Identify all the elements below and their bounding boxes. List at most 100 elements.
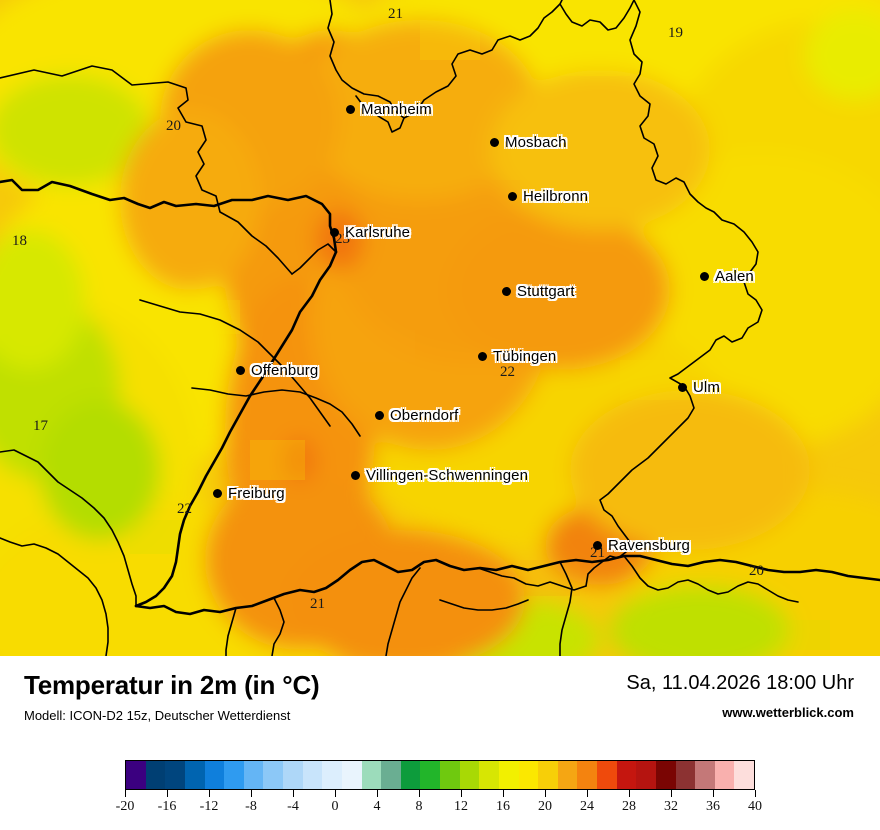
city-label: Tübingen bbox=[493, 348, 557, 365]
city-marker[interactable]: Mosbach bbox=[490, 134, 567, 151]
city-dot-icon bbox=[236, 366, 245, 375]
colorbar: -20 -16 -12 -8 -4 0 4 8 12 16 20 24 28 32 36 40 bbox=[116, 760, 762, 818]
city-marker[interactable]: Villingen-Schwenningen bbox=[351, 467, 528, 484]
city-marker[interactable]: Ravensburg bbox=[593, 537, 690, 554]
colorbar-tick bbox=[251, 790, 252, 797]
colorbar-tick bbox=[755, 790, 756, 797]
legend-footer: Temperatur in 2m (in °C) Modell: ICON-D2… bbox=[0, 656, 880, 830]
city-label: Stuttgart bbox=[517, 283, 575, 300]
colorbar-swatch bbox=[165, 761, 185, 789]
colorbar-swatch bbox=[302, 761, 323, 789]
colorbar-tick-label: -8 bbox=[245, 799, 257, 814]
colorbar-tick-label: -16 bbox=[157, 799, 177, 814]
city-marker[interactable]: Offenburg bbox=[236, 362, 318, 379]
temperature-field bbox=[0, 0, 880, 656]
city-dot-icon bbox=[478, 352, 487, 361]
colorbar-swatch bbox=[616, 761, 637, 789]
colorbar-tick-labels: -20 -16 -12 -8 -4 0 4 8 12 16 20 24 28 32 36 40 bbox=[116, 798, 762, 818]
colorbar-tick-label: 40 bbox=[748, 799, 762, 814]
city-dot-icon bbox=[502, 287, 511, 296]
city-marker[interactable]: Stuttgart bbox=[502, 283, 575, 300]
colorbar-swatch bbox=[675, 761, 696, 789]
colorbar-swatch bbox=[636, 761, 656, 789]
city-marker[interactable]: Karlsruhe bbox=[330, 224, 410, 241]
model-subtitle: Modell: ICON-D2 15z, Deutscher Wetterdie… bbox=[24, 708, 291, 723]
colorbar-swatch bbox=[597, 761, 617, 789]
city-marker[interactable]: Aalen bbox=[700, 268, 754, 285]
city-dot-icon bbox=[330, 228, 339, 237]
colorbar-swatch bbox=[518, 761, 539, 789]
colorbar-tick-label: 0 bbox=[331, 799, 339, 814]
city-dot-icon bbox=[351, 471, 360, 480]
colorbar-tick bbox=[587, 790, 588, 797]
colorbar-swatch bbox=[655, 761, 676, 789]
colorbar-swatch bbox=[341, 761, 362, 789]
city-label: Heilbronn bbox=[523, 188, 589, 205]
city-dot-icon bbox=[490, 138, 499, 147]
colorbar-swatch bbox=[322, 761, 342, 789]
page-title: Temperatur in 2m (in °C) bbox=[24, 670, 320, 700]
colorbar-tick-label: 32 bbox=[664, 799, 678, 814]
valid-time: Sa, 11.04.2026 18:00 Uhr bbox=[626, 672, 854, 694]
colorbar-swatch bbox=[498, 761, 519, 789]
colorbar-tick bbox=[419, 790, 420, 797]
colorbar-swatch bbox=[538, 761, 558, 789]
colorbar-swatch bbox=[126, 761, 146, 789]
colorbar-swatch bbox=[263, 761, 283, 789]
colorbar-tick bbox=[377, 790, 378, 797]
colorbar-tick bbox=[629, 790, 630, 797]
colorbar-swatch bbox=[479, 761, 499, 789]
colorbar-swatch bbox=[184, 761, 205, 789]
city-dot-icon bbox=[375, 411, 384, 420]
colorbar-tick bbox=[209, 790, 210, 797]
city-dot-icon bbox=[678, 383, 687, 392]
colorbar-swatch bbox=[224, 761, 244, 789]
colorbar-swatch bbox=[381, 761, 401, 789]
colorbar-ticks bbox=[125, 790, 756, 798]
colorbar-tick-label: 28 bbox=[622, 799, 636, 814]
colorbar-swatch bbox=[714, 761, 735, 789]
colorbar-tick bbox=[545, 790, 546, 797]
colorbar-swatches bbox=[125, 760, 755, 790]
city-label: Freiburg bbox=[228, 485, 285, 502]
site-watermark: www.wetterblick.com bbox=[722, 705, 854, 720]
colorbar-tick-label: 8 bbox=[415, 799, 423, 814]
city-marker[interactable]: Tübingen bbox=[478, 348, 556, 365]
timestamp-block: Sa, 11.04.2026 18:00 Uhr www.wetterblick… bbox=[626, 672, 854, 720]
colorbar-tick-label: 16 bbox=[496, 799, 510, 814]
city-marker[interactable]: Ulm bbox=[678, 379, 720, 396]
city-marker[interactable]: Heilbronn bbox=[508, 188, 588, 205]
colorbar-swatch bbox=[440, 761, 460, 789]
colorbar-tick bbox=[293, 790, 294, 797]
colorbar-tick bbox=[671, 790, 672, 797]
colorbar-tick bbox=[335, 790, 336, 797]
city-label: Oberndorf bbox=[390, 407, 459, 424]
city-label: Mannheim bbox=[361, 101, 432, 118]
colorbar-swatch bbox=[283, 761, 303, 789]
colorbar-tick-label: -20 bbox=[115, 799, 135, 814]
city-label: Aalen bbox=[715, 268, 754, 285]
colorbar-tick-label: 24 bbox=[580, 799, 594, 814]
weather-map[interactable]: 21 19 20 18 23 22 17 22 21 21 20 Mannheim Mosbach He… bbox=[0, 0, 880, 656]
colorbar-swatch bbox=[695, 761, 715, 789]
colorbar-swatch bbox=[204, 761, 225, 789]
city-label: Villingen-Schwenningen bbox=[366, 467, 529, 484]
city-label: Karlsruhe bbox=[345, 224, 411, 241]
colorbar-tick-label: -4 bbox=[287, 799, 299, 814]
colorbar-tick bbox=[713, 790, 714, 797]
colorbar-swatch bbox=[243, 761, 264, 789]
colorbar-tick-label: 12 bbox=[454, 799, 468, 814]
city-marker[interactable]: Freiburg bbox=[213, 485, 285, 502]
city-marker[interactable]: Mannheim bbox=[346, 101, 432, 118]
colorbar-swatch bbox=[361, 761, 382, 789]
colorbar-tick-label: 4 bbox=[373, 799, 381, 814]
city-marker[interactable]: Oberndorf bbox=[375, 407, 458, 424]
colorbar-tick-label: 20 bbox=[538, 799, 552, 814]
city-label: Mosbach bbox=[505, 134, 567, 151]
colorbar-tick-label: -12 bbox=[199, 799, 219, 814]
colorbar-swatch bbox=[557, 761, 578, 789]
colorbar-tick bbox=[125, 790, 126, 797]
city-label: Ulm bbox=[693, 379, 720, 396]
colorbar-tick bbox=[167, 790, 168, 797]
colorbar-swatch bbox=[145, 761, 166, 789]
